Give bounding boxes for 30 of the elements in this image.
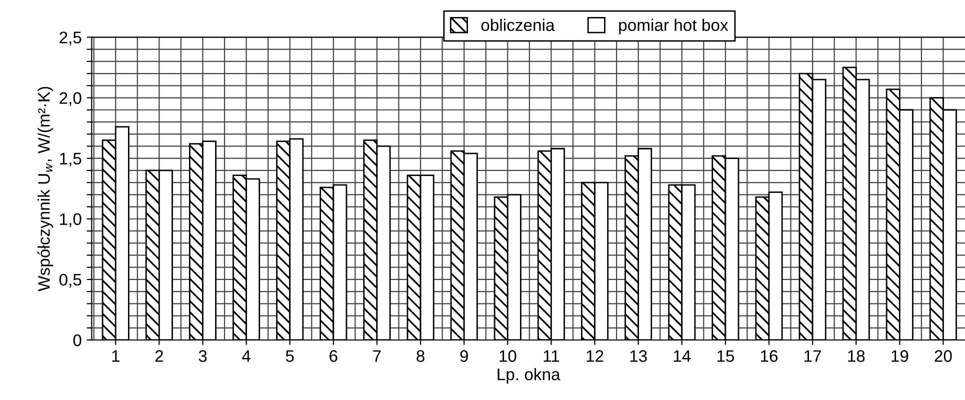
x-tick-label: 1: [112, 350, 120, 362]
x-axis-title: Lp. okna: [498, 368, 560, 384]
x-tick-label: 6: [330, 350, 338, 362]
y-tick-label: 1,0: [60, 213, 82, 228]
x-tick-label: 20: [934, 350, 952, 362]
x-tick-label: 9: [460, 350, 468, 362]
legend-label: pomiar hot box: [619, 18, 728, 34]
x-tick-label: 3: [198, 350, 207, 362]
x-tick-label: 14: [674, 350, 691, 362]
y-tick-label: 2,5: [60, 32, 82, 46]
x-tick-label: 13: [630, 350, 647, 362]
x-tick-label: 4: [242, 350, 250, 362]
x-tick-label: 11: [544, 350, 560, 362]
x-tick-label: 16: [760, 350, 778, 362]
x-tick-label: 12: [586, 350, 604, 362]
y-tick-label: 0: [73, 334, 82, 346]
y-tick-label: 2,0: [60, 92, 82, 106]
y-tick-label: 0,5: [59, 274, 82, 288]
x-tick-label: 10: [500, 350, 516, 362]
x-tick-label: 2: [155, 350, 163, 362]
x-tick-label: 19: [892, 350, 908, 362]
legend-label: obliczenia: [481, 18, 555, 32]
x-tick-label: 8: [416, 350, 424, 362]
y-axis-title: Współczynnik U$_{w}$, W/(m²·K): [37, 86, 54, 292]
x-tick-label: 7: [373, 350, 381, 362]
x-tick-label: 17: [804, 350, 821, 362]
x-tick-label: 5: [286, 350, 294, 362]
x-tick-label: 15: [717, 350, 734, 362]
x-tick-label: 18: [848, 350, 865, 362]
y-tick-label: 1,5: [60, 152, 82, 166]
